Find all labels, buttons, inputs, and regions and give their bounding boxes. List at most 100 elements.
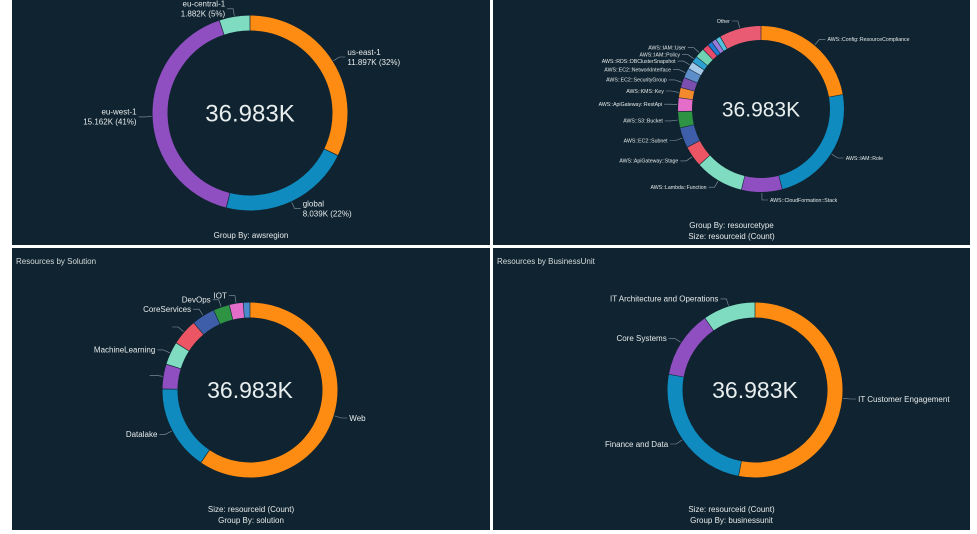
donut-slice-aws-iam-policy[interactable] <box>692 57 708 70</box>
slice-label: AWS::ApiGateway::RestApi <box>599 102 663 108</box>
chart-footer: Group By: resourcetype Size: resourceid … <box>493 220 970 242</box>
slice-label: AWS::EC2::NetworkInterface <box>604 67 671 73</box>
donut-slice-aws-config-resourcecompliance[interactable] <box>761 26 843 97</box>
leader-line <box>668 79 682 83</box>
leader-line <box>761 192 768 201</box>
leader-line <box>720 298 729 306</box>
donut-slice-aws-ec2-subnet[interactable] <box>680 124 700 147</box>
leader-line <box>665 90 679 93</box>
donut-slice-unlabeled[interactable] <box>708 42 721 56</box>
leader-line <box>831 153 844 159</box>
leader-line <box>814 38 826 45</box>
donut-slice-web[interactable] <box>201 302 338 478</box>
footer-line: Group By: awsregion <box>213 231 289 240</box>
slice-label: AWS::IAM::Policy <box>640 52 681 58</box>
leader-line <box>172 326 184 332</box>
leader-line <box>708 181 719 188</box>
donut-total-label: 36.983K <box>207 377 293 403</box>
footer-line: Size: resourceid (Count) <box>207 505 295 514</box>
donut-slice-aws-cloudformation-stack[interactable] <box>741 175 782 192</box>
donut-slice-eu-central-1[interactable] <box>219 15 250 35</box>
leader-line <box>193 308 204 316</box>
solution-donut-panel: Resources by Solution Web Datalake Machine… <box>12 248 490 530</box>
leader-line <box>673 69 686 73</box>
slice-label: AWS::CloudFormation::Stack <box>770 198 838 204</box>
leader-line <box>687 47 700 53</box>
donut-slice-global[interactable] <box>226 149 338 211</box>
donut-slice-aws-apigateway-stage[interactable] <box>687 140 710 165</box>
slice-label: MachineLearning <box>94 346 155 355</box>
donut-slice-aws-kms-key[interactable] <box>678 87 695 100</box>
donut-slice-aws-iam-user[interactable] <box>696 49 713 66</box>
solution-donut-chart: Web Datalake MachineLearning CoreServicesDe… <box>94 292 366 478</box>
donut-slice-us-east-1[interactable] <box>250 15 348 156</box>
leader-line <box>291 202 301 209</box>
slice-label: AWS::IAM::User <box>648 46 686 52</box>
donut-total-label: 36.983K <box>722 98 800 121</box>
donut-slice-unlabeled[interactable] <box>703 45 717 60</box>
slice-label: DevOps <box>182 296 211 305</box>
slice-label: 11.897K (32%) <box>347 58 400 67</box>
donut-slice-aws-s3-bucket[interactable] <box>678 111 694 128</box>
footer-line: Group By: resourcetype <box>689 221 774 230</box>
businessunit-donut-chart: IT Customer Engagement Finance and Data Co… <box>605 295 950 478</box>
slice-label: AWS::Config::ResourceCompliance <box>828 37 910 43</box>
slice-label: global <box>303 199 325 208</box>
awsregion-donut-panel: us-east-1 11.897K (32%) global 8.039K (22%)… <box>12 0 490 245</box>
leader-line <box>157 349 170 354</box>
donut-slice-eu-west-1[interactable] <box>152 20 230 208</box>
donut-slice-coreservices[interactable] <box>194 310 220 335</box>
donut-slice-aws-ec2-networkinterface[interactable] <box>684 68 701 83</box>
businessunit-donut-panel: Resources by BusinessUnit IT Customer En… <box>493 248 970 530</box>
footer-line: Size: resourceid (Count) <box>688 232 775 241</box>
leader-line <box>682 54 694 60</box>
leader-line <box>228 295 237 303</box>
slice-label: 1.882K (5%) <box>181 10 226 19</box>
donut-total-label: 36.983K <box>712 377 798 403</box>
footer-line: Size: resourceid (Count) <box>688 505 775 514</box>
slice-label: Other <box>717 19 730 25</box>
slice-label: AWS::S3::Bucket <box>623 119 663 125</box>
donut-slice-other[interactable] <box>720 26 761 49</box>
donut-slice-core-systems[interactable] <box>668 318 714 377</box>
donut-slice-datalake[interactable] <box>162 389 210 463</box>
slice-label: IT Customer Engagement <box>858 395 950 404</box>
slice-label: us-east-1 <box>347 48 381 57</box>
slice-label: AWS::KMS::Key <box>626 89 664 95</box>
donut-slice-iot[interactable] <box>229 302 245 320</box>
leader-line <box>677 60 690 66</box>
donut-total-label: 36.983K <box>205 100 294 127</box>
chart-footer: Size: resourceid (Count) Group By: solut… <box>12 504 490 526</box>
donut-slice-machinelearning[interactable] <box>166 343 189 369</box>
donut-slice-finance-and-data[interactable] <box>667 374 742 476</box>
donut-slice-aws-lambda-function[interactable] <box>699 155 745 190</box>
panel-title: Resources by BusinessUnit <box>497 257 595 266</box>
donut-slice-devops[interactable] <box>214 305 233 324</box>
resourcetype-donut-chart: AWS::Config::ResourceComplianceAWS::IAM:… <box>599 19 910 204</box>
footer-line: Group By: solution <box>218 516 284 525</box>
chart-footer: Size: resourceid (Count) Group By: busin… <box>493 504 970 526</box>
donut-slice-it-architecture-and-operations[interactable] <box>705 302 755 331</box>
donut-slice-aws-iam-role[interactable] <box>778 94 844 190</box>
slice-label: Datalake <box>126 430 158 439</box>
donut-slice-aws-apigateway-restapi[interactable] <box>678 98 693 112</box>
slice-label: AWS::EC2::Subnet <box>624 138 668 144</box>
leader-line <box>670 439 683 445</box>
donut-slice-unlabeled[interactable] <box>162 364 181 390</box>
donut-slice-unlabeled[interactable] <box>716 36 727 51</box>
chart-footer: Group By: awsregion <box>12 230 490 241</box>
donut-slice-unlabeled[interactable] <box>712 39 724 54</box>
donut-slice-unlabeled[interactable] <box>176 323 204 351</box>
slice-label: CoreServices <box>143 305 191 314</box>
donut-slice-aws-ec2-securitygroup[interactable] <box>680 77 698 91</box>
leader-line <box>149 375 163 377</box>
slice-label: Core Systems <box>616 334 666 343</box>
slice-label: AWS::RDS::DBClusterSnapshot <box>602 59 676 65</box>
donut-slice-aws-rds-dbclustersnapshot[interactable] <box>688 62 704 76</box>
slice-label: Finance and Data <box>605 440 669 449</box>
leader-line <box>664 119 678 122</box>
donut-slice-it-customer-engagement[interactable] <box>738 302 843 478</box>
slice-label: AWS::IAM::Role <box>846 156 883 162</box>
